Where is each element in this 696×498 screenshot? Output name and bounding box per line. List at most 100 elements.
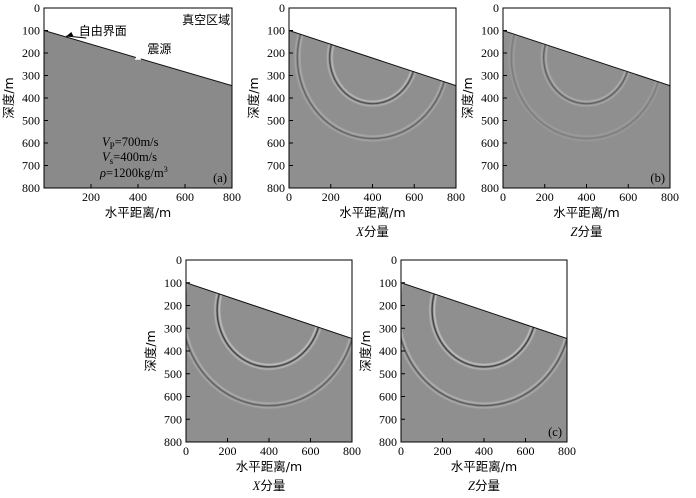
y-tick-label: 800 — [267, 181, 285, 195]
y-tick-label: 800 — [481, 181, 499, 195]
source-marker — [134, 54, 142, 60]
p-wavefront-ring — [401, 282, 567, 409]
x-tick-label: 0 — [286, 190, 292, 204]
y-tick-label: 800 — [379, 435, 397, 449]
free-surface-arrowhead — [65, 32, 74, 38]
y-tick-label: 400 — [267, 91, 285, 105]
plot-area — [289, 8, 456, 188]
medium-region — [44, 30, 232, 188]
x-tick-label: 600 — [176, 190, 194, 204]
x-axis-label: 水平距离/m — [236, 459, 302, 474]
vp-param: VP=700m/s — [102, 135, 159, 151]
x-axis-label: 水平距离/m — [451, 459, 517, 474]
x-tick-label: 600 — [405, 190, 423, 204]
p-wavefront-ring — [186, 282, 352, 409]
plot-area — [186, 260, 352, 442]
free-surface-line — [289, 30, 456, 87]
y-tick-label: 500 — [379, 367, 397, 381]
plot-area — [44, 8, 232, 188]
panel-label: (b) — [650, 171, 665, 185]
y-tick-label: 300 — [481, 69, 499, 83]
y-tick-label: 800 — [164, 435, 182, 449]
y-tick-label: 400 — [481, 91, 499, 105]
y-tick-label: 200 — [379, 299, 397, 313]
plot-area — [401, 260, 567, 442]
source-annotation: 震源 — [147, 42, 171, 56]
y-tick-label: 500 — [22, 114, 40, 128]
y-tick-label: 700 — [481, 159, 499, 173]
y-axis-label: 深度/m — [460, 77, 475, 118]
panel-1: 0 100 200 300 400 500 600 700 800 200 400 600 800 水平距… — [1, 1, 241, 220]
y-tick-label: 600 — [481, 136, 499, 150]
x-tick-label: 200 — [322, 190, 340, 204]
x-tick-label: 600 — [517, 444, 535, 458]
panel-label: (a) — [213, 171, 227, 185]
x-tick-label: 800 — [447, 190, 465, 204]
x-tick-label: 800 — [661, 190, 679, 204]
x-axis-label: 水平距离/m — [553, 205, 619, 220]
x-tick-label: 800 — [223, 190, 241, 204]
free-surface-line — [503, 30, 670, 87]
y-axis-label: 深度/m — [143, 330, 158, 371]
y-tick-label: 300 — [164, 321, 182, 335]
p-wavefront-ring — [186, 282, 352, 405]
x-tick-label: 400 — [260, 444, 278, 458]
y-tick-label: 500 — [481, 114, 499, 128]
y-tick-label: 200 — [481, 46, 499, 60]
source-leader — [138, 50, 148, 55]
y-tick-label: 100 — [481, 24, 499, 38]
y-tick-label: 200 — [267, 46, 285, 60]
x-tick-label: 400 — [129, 190, 147, 204]
y-tick-label: 600 — [164, 390, 182, 404]
panel-label: (c) — [548, 425, 562, 439]
p-wavefront-ring — [401, 282, 567, 407]
x-tick-label: 200 — [82, 190, 100, 204]
y-tick-label: 0 — [176, 253, 182, 267]
y-tick-label: 100 — [267, 24, 285, 38]
y-tick-label: 700 — [164, 412, 182, 426]
medium-region — [401, 282, 567, 442]
x-axis-label: 水平距离/m — [105, 205, 171, 220]
y-tick-label: 300 — [379, 321, 397, 335]
p-wavefront-ring — [401, 282, 567, 405]
vs-param: Vs=400m/s — [102, 150, 157, 166]
y-axis-label: 深度/m — [1, 77, 16, 118]
x-tick-label: 600 — [302, 444, 320, 458]
y-tick-label: 0 — [279, 1, 285, 15]
y-tick-label: 300 — [267, 69, 285, 83]
y-tick-label: 300 — [22, 69, 40, 83]
y-tick-label: 700 — [379, 412, 397, 426]
x-tick-label: 200 — [536, 190, 554, 204]
y-tick-label: 500 — [164, 367, 182, 381]
x-tick-label: 200 — [219, 444, 237, 458]
y-tick-label: 100 — [379, 276, 397, 290]
medium-region — [186, 282, 352, 442]
component-caption: X分量 — [252, 479, 286, 493]
y-tick-label: 100 — [22, 24, 40, 38]
component-caption: X分量 — [355, 225, 389, 239]
x-tick-label: 400 — [475, 444, 493, 458]
y-tick-label: 800 — [22, 181, 40, 195]
y-tick-label: 100 — [164, 276, 182, 290]
x-axis-label: 水平距离/m — [339, 205, 405, 220]
y-tick-label: 600 — [267, 136, 285, 150]
y-tick-label: 600 — [22, 136, 40, 150]
y-tick-label: 200 — [164, 299, 182, 313]
x-tick-label: 400 — [364, 190, 382, 204]
y-tick-label: 400 — [164, 344, 182, 358]
p-wavefront-ring — [186, 282, 352, 407]
y-tick-label: 700 — [22, 159, 40, 173]
free-surface-line — [401, 282, 567, 339]
y-tick-label: 600 — [379, 390, 397, 404]
vacuum-annotation: 真空区域 — [182, 13, 230, 27]
x-tick-label: 800 — [343, 444, 361, 458]
free-surface-annotation: 自由界面 — [79, 24, 127, 38]
x-tick-label: 0 — [398, 444, 404, 458]
x-tick-label: 600 — [619, 190, 637, 204]
y-tick-label: 500 — [267, 114, 285, 128]
